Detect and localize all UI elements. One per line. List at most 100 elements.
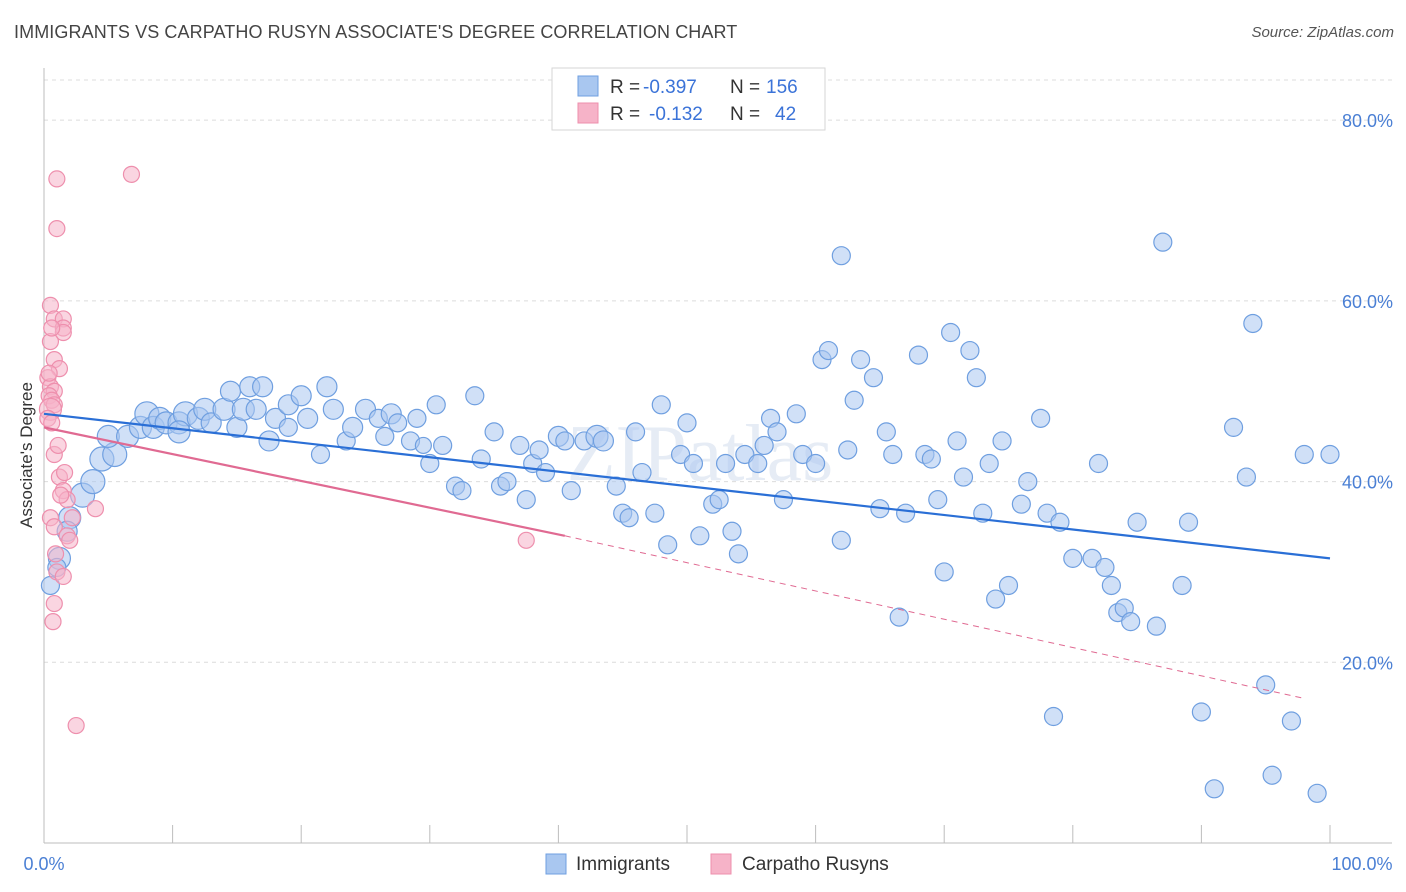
point-immigrants-118: [979, 453, 999, 474]
legend-swatch-immigrants: [577, 75, 599, 97]
point-immigrants-37: [322, 398, 344, 420]
point-rusyn-28: [61, 531, 79, 549]
point-immigrants-26: [245, 398, 267, 420]
point-immigrants-150: [831, 246, 851, 266]
point-immigrants-142: [1223, 417, 1244, 437]
point-immigrants-98: [838, 440, 858, 460]
point-immigrants-83: [715, 453, 736, 474]
point-immigrants-146: [1281, 711, 1302, 731]
point-immigrants-130: [1088, 453, 1109, 474]
trend-rusyn: [43, 426, 566, 537]
chart-source: Source: ZipAtlas.com: [1251, 24, 1394, 41]
point-rusyn-0: [48, 170, 66, 188]
point-immigrants-65: [561, 481, 581, 501]
point-immigrants-52: [452, 481, 472, 501]
series-rusyn-points: [38, 165, 535, 735]
point-immigrants-72: [625, 422, 646, 442]
point-rusyn-31: [45, 594, 63, 613]
point-rusyn-34: [517, 531, 535, 549]
point-immigrants-124: [1031, 408, 1051, 428]
point-immigrants-141: [1204, 779, 1224, 799]
point-immigrants-104: [883, 444, 903, 465]
bottom-label-rusyn: Carpatho Rusyns: [742, 854, 889, 875]
gridlines: [44, 79, 1392, 663]
point-immigrants-48: [420, 453, 440, 474]
point-immigrants-31: [278, 417, 298, 437]
point-immigrants-126: [1043, 706, 1064, 727]
point-immigrants-112: [941, 322, 961, 343]
point-immigrants-139: [1178, 512, 1199, 532]
point-immigrants-110: [928, 490, 948, 510]
point-rusyn-40: [52, 486, 70, 504]
point-immigrants-64: [555, 431, 575, 451]
point-immigrants-96: [818, 340, 839, 361]
point-rusyn-2: [122, 165, 141, 183]
y-tick-80: 80.0%: [1342, 111, 1393, 131]
point-immigrants-61: [529, 440, 549, 460]
point-immigrants-99: [844, 390, 864, 410]
point-immigrants-44: [388, 413, 408, 433]
point-immigrants-92: [786, 404, 806, 424]
point-rusyn-24: [86, 500, 105, 518]
bottom-swatch-immigrants: [545, 853, 567, 875]
bottom-label-immigrants: Immigrants: [576, 854, 670, 875]
point-immigrants-49: [426, 395, 446, 415]
point-immigrants-78: [677, 413, 697, 433]
point-immigrants-128: [1063, 548, 1083, 568]
point-immigrants-117: [973, 503, 993, 523]
legend-n-value-2: 42: [775, 104, 796, 125]
point-immigrants-121: [998, 575, 1019, 596]
trend-extension-rusyn: [564, 535, 1305, 699]
point-immigrants-53: [465, 386, 485, 406]
legend-n-label-2: N =: [730, 104, 760, 125]
point-immigrants-131: [1095, 557, 1115, 578]
point-immigrants-57: [497, 471, 517, 492]
point-immigrants-47: [414, 436, 432, 455]
legend-swatch-rusyn: [577, 102, 599, 124]
point-immigrants-101: [863, 368, 884, 388]
series-immigrants-points: [40, 232, 1340, 803]
point-immigrants-119: [986, 589, 1006, 609]
point-immigrants-109: [921, 449, 941, 469]
point-immigrants-143: [1236, 467, 1257, 487]
point-immigrants-145: [1262, 765, 1282, 785]
point-immigrants-54: [471, 449, 491, 469]
point-immigrants-23: [219, 380, 242, 402]
point-immigrants-46: [407, 408, 427, 428]
point-immigrants-123: [1018, 471, 1038, 492]
point-immigrants-6: [80, 468, 106, 495]
point-immigrants-116: [966, 368, 986, 388]
point-immigrants-42: [375, 426, 395, 447]
point-immigrants-85: [728, 544, 749, 564]
point-rusyn-30: [54, 567, 72, 586]
point-immigrants-74: [645, 503, 665, 523]
point-immigrants-50: [433, 435, 453, 456]
point-rusyn-33: [67, 716, 85, 735]
point-immigrants-106: [896, 503, 916, 523]
point-immigrants-94: [805, 453, 826, 474]
legend-n-value-1: 156: [766, 77, 798, 98]
point-rusyn-36: [49, 436, 67, 455]
point-rusyn-41: [43, 319, 61, 337]
y-tick-40: 40.0%: [1342, 473, 1393, 493]
point-immigrants-90: [767, 422, 787, 442]
point-immigrants-76: [658, 535, 678, 555]
bottom-swatch-rusyn: [710, 853, 732, 875]
chart-title: IMMIGRANTS VS CARPATHO RUSYN ASSOCIATE'S…: [14, 22, 738, 42]
point-immigrants-135: [1121, 612, 1141, 632]
point-immigrants-58: [510, 435, 530, 456]
point-immigrants-39: [342, 416, 364, 438]
legend-r-value-2: -0.132: [649, 104, 703, 125]
point-immigrants-136: [1127, 512, 1147, 532]
point-immigrants-151: [1153, 232, 1173, 252]
point-immigrants-132: [1101, 575, 1121, 596]
point-rusyn-38: [63, 509, 81, 527]
trend-immigrants: [43, 412, 1331, 560]
point-immigrants-71: [619, 508, 639, 528]
axes: [43, 68, 1392, 844]
point-immigrants-34: [297, 407, 319, 429]
point-immigrants-137: [1146, 616, 1166, 636]
point-immigrants-87: [748, 453, 768, 474]
trend-lines: [43, 412, 1331, 699]
